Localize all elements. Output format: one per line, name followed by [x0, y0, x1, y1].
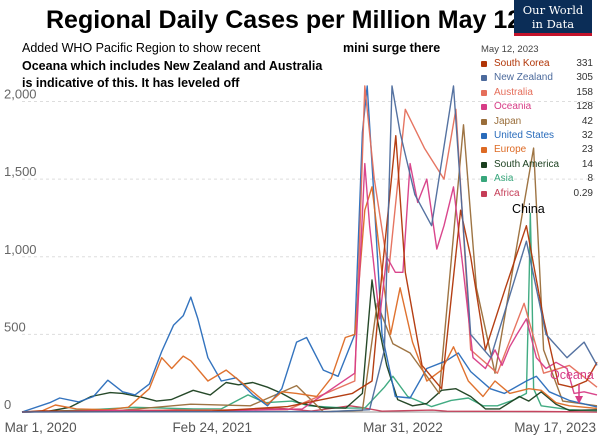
legend-label: Oceania — [494, 101, 532, 113]
owid-logo[interactable]: Our World in Data — [514, 0, 592, 36]
note-line-1b: mini surge there — [343, 41, 441, 55]
legend: May 12, 2023 South Korea 331 New Zealand 30… — [481, 44, 595, 201]
legend-swatch — [481, 104, 487, 111]
x-tick-label: May 17, 2023 — [514, 420, 596, 435]
legend-label: United States — [494, 129, 555, 141]
legend-label: Australia — [494, 86, 533, 98]
y-tick-label: 2,000 — [4, 87, 37, 102]
series-line-united-states[interactable] — [21, 85, 598, 413]
legend-date: May 12, 2023 — [481, 44, 539, 55]
x-axis-ticks: Mar 1, 2020 Feb 24, 2021 Mar 31, 2022 May 1… — [5, 420, 596, 435]
legend-swatch — [481, 61, 487, 67]
series-line-new-zealand[interactable] — [21, 85, 598, 413]
legend-item-africa[interactable]: Africa 0.29 — [481, 187, 595, 201]
legend-item-australia[interactable]: Australia 158 — [481, 86, 595, 100]
legend-label: Japan — [494, 115, 522, 127]
legend-label: Europe — [494, 144, 527, 156]
y-axis-ticks: 0 500 1,000 1,500 2,000 — [4, 87, 37, 412]
x-tick-label: Mar 1, 2020 — [5, 420, 77, 435]
series-lines — [21, 85, 598, 413]
logo-line-1: Our World — [522, 3, 584, 17]
note-line-1: Added WHO Pacific Region to show recent — [22, 41, 261, 55]
legend-value: 32 — [581, 129, 593, 141]
legend-value: 158 — [576, 86, 593, 98]
legend-value: 331 — [576, 58, 593, 69]
legend-label: Africa — [494, 187, 520, 199]
series-line-oceania[interactable] — [21, 162, 598, 413]
y-tick-label: 1,000 — [4, 242, 37, 257]
x-tick-label: Mar 31, 2022 — [363, 420, 443, 435]
note-line-2: Oceana which includes New Zealand and Au… — [22, 59, 323, 73]
legend-swatch — [481, 161, 487, 168]
legend-value: 14 — [581, 158, 593, 170]
y-tick-label: 1,500 — [4, 164, 37, 179]
legend-value: 23 — [581, 144, 593, 156]
x-tick-label: Feb 24, 2021 — [172, 420, 252, 435]
oceana-annotation: Oceana — [550, 368, 594, 382]
legend-swatch — [481, 89, 487, 96]
legend-label: New Zealand — [494, 72, 553, 84]
series-line-asia[interactable] — [21, 212, 598, 413]
legend-value: 128 — [576, 101, 593, 113]
legend-value: 8 — [587, 173, 593, 185]
legend-item-oceania[interactable]: Oceania 128 — [481, 100, 595, 114]
series-line-japan[interactable] — [21, 124, 598, 413]
legend-swatch — [481, 132, 487, 139]
logo-line-2: in Data — [531, 17, 575, 31]
legend-value: 305 — [576, 72, 593, 84]
legend-item-europe[interactable]: Europe 23 — [481, 143, 595, 157]
legend-item-south-america[interactable]: South America 14 — [481, 158, 595, 172]
legend-item-japan[interactable]: Japan 42 — [481, 115, 595, 129]
legend-swatch — [481, 118, 487, 125]
legend-item-south-korea[interactable]: South Korea 331 — [481, 57, 595, 71]
series-line-south-korea[interactable] — [21, 135, 598, 413]
series-line-europe[interactable] — [21, 186, 598, 413]
legend-swatch — [481, 190, 487, 197]
legend-swatch — [481, 176, 487, 183]
legend-item-asia[interactable]: Asia 8 — [481, 172, 595, 186]
legend-item-united-states[interactable]: United States 32 — [481, 129, 595, 143]
legend-label: South America — [494, 158, 560, 170]
note-line-3: is indicative of this. It has leveled of… — [22, 76, 240, 90]
legend-label: South Korea — [494, 58, 550, 69]
legend-label: Asia — [494, 173, 514, 185]
legend-value: 42 — [581, 115, 593, 127]
series-line-south-america[interactable] — [21, 279, 598, 413]
chart-title: Regional Daily Cases per Million May 12 — [46, 6, 522, 34]
legend-swatch — [481, 147, 487, 154]
series-line-australia[interactable] — [21, 85, 598, 413]
legend-swatch — [481, 75, 487, 82]
legend-value: 0.29 — [573, 187, 593, 199]
y-tick-label: 500 — [4, 319, 26, 334]
legend-item-new-zealand[interactable]: New Zealand 305 — [481, 71, 595, 85]
oceana-arrow — [575, 384, 583, 404]
y-tick-label: 0 — [4, 397, 11, 412]
china-annotation: China — [512, 202, 545, 216]
oceana-arrow-head — [575, 396, 583, 404]
